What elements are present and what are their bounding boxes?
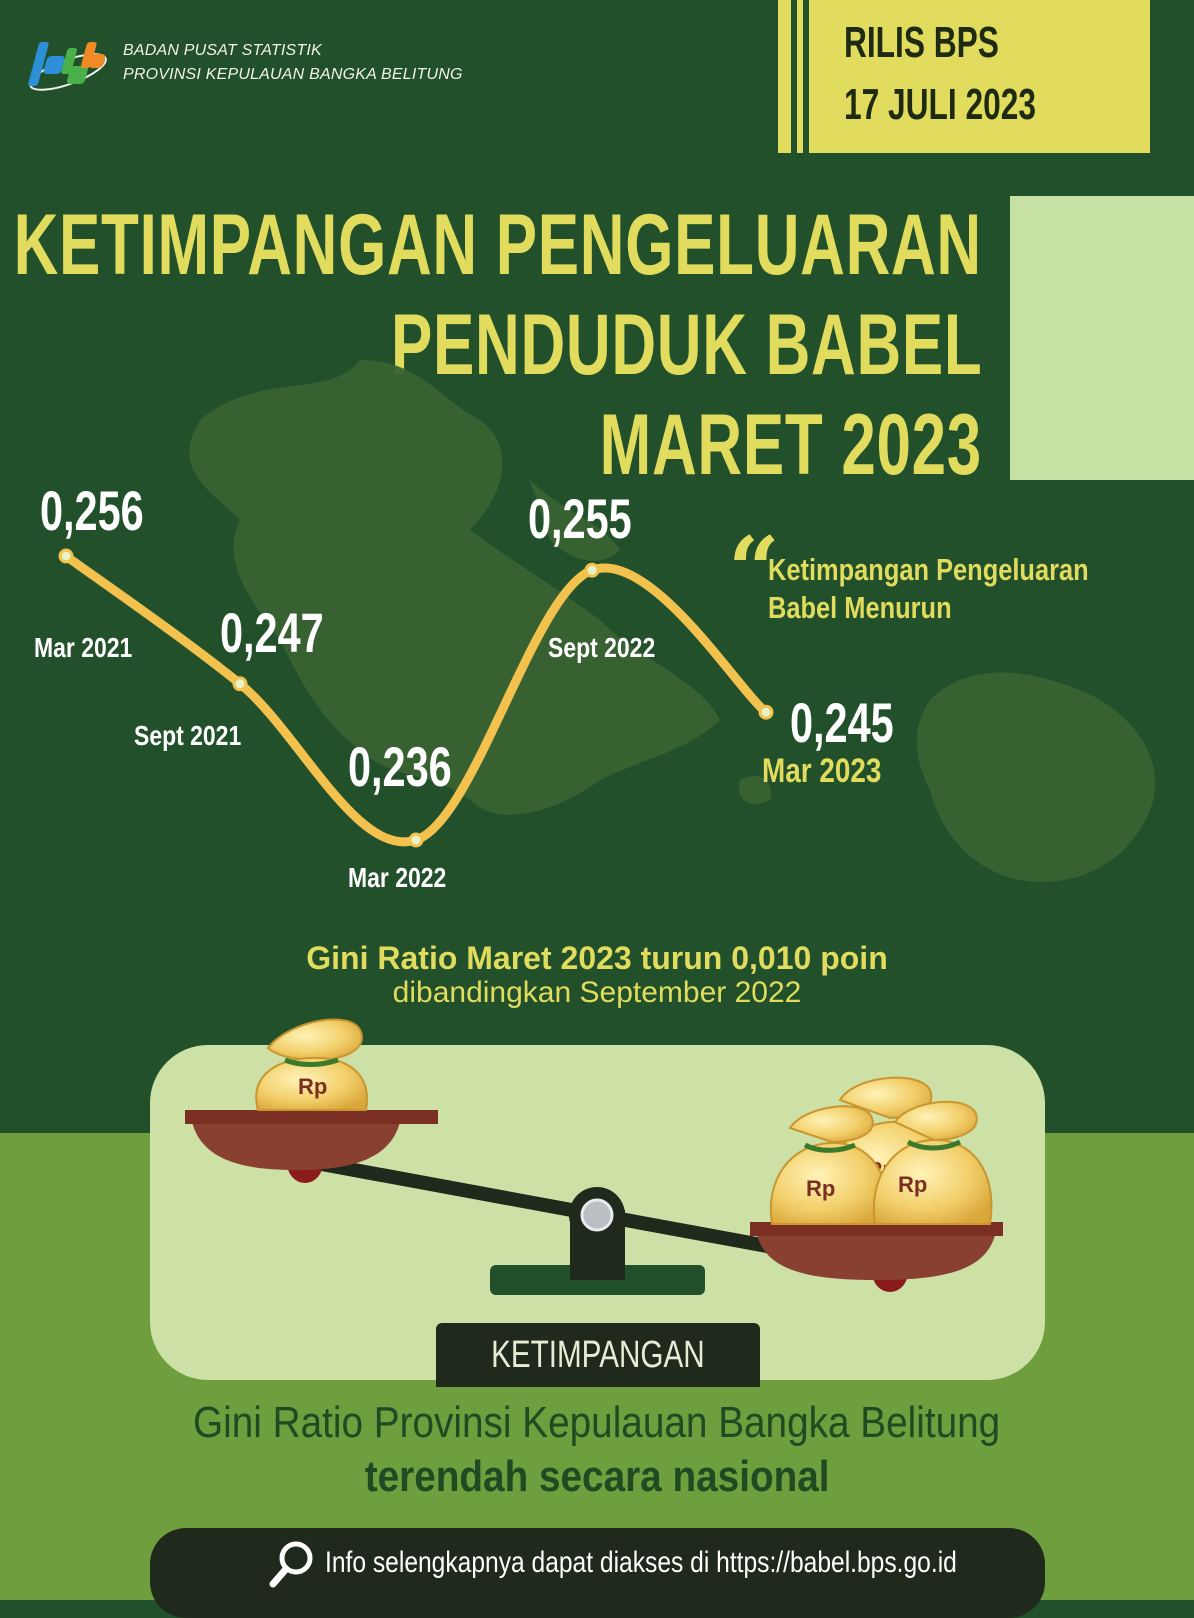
release-badge: RILIS BPS 17 JULI 2023 (778, 0, 1150, 153)
inequality-label: KETIMPANGAN (491, 1334, 705, 1376)
data-point-mar-2022 (408, 832, 424, 848)
category-label-sept-2022: Sept 2022 (548, 632, 656, 663)
money-bag-right-front: Rp (872, 1100, 993, 1225)
data-point-mar-2021 (58, 548, 74, 564)
value-label-sept-2021: 0,247 (220, 601, 324, 664)
bag-label-right-left: Rp (806, 1176, 835, 1201)
quote-line-2: Babel Menurun (768, 590, 952, 625)
money-bag-right-left: Rp (769, 1105, 889, 1225)
search-icon (269, 1541, 313, 1588)
category-label-mar-2021: Mar 2021 (34, 632, 133, 663)
gini-lowest-statement: terendah secara nasional (364, 1452, 830, 1501)
release-date: 17 JULI 2023 (844, 80, 1036, 129)
money-bag-left: Rp (255, 1018, 368, 1111)
data-point-sept-2021 (232, 676, 248, 692)
title-line-3: MARET 2023 (599, 397, 982, 493)
bps-logo (28, 42, 107, 91)
category-label-mar-2023: Mar 2023 (762, 752, 882, 790)
value-label-mar-2022: 0,236 (348, 735, 452, 798)
title-accent-panel (1010, 196, 1194, 480)
title-line-1: KETIMPANGAN PENGELUARAN (13, 197, 982, 293)
island-map (189, 360, 1156, 882)
gini-change-summary: Gini Ratio Maret 2023 turun 0,010 poin (306, 940, 888, 976)
inequality-label-box (436, 1323, 760, 1387)
value-label-mar-2023: 0,245 (790, 691, 894, 754)
balance-scale-illustration: Rp Rp Rp Rp (185, 1018, 1003, 1295)
title-line-2: PENDUDUK BABEL (390, 297, 982, 393)
category-label-sept-2021: Sept 2021 (134, 720, 242, 751)
footer-link-text[interactable]: Info selengkapnya dapat diakses di https… (325, 1546, 957, 1579)
gini-series-line (61, 551, 771, 847)
org-province: PROVINSI KEPULAUAN BANGKA BELITUNG (123, 66, 463, 83)
gini-line-chart (58, 360, 1156, 882)
value-label-mar-2021: 0,256 (40, 479, 144, 542)
category-label-mar-2022: Mar 2022 (348, 862, 447, 893)
bag-label-right-front: Rp (898, 1172, 927, 1197)
release-label: RILIS BPS (844, 18, 999, 67)
data-point-sept-2022 (584, 562, 600, 578)
value-label-sept-2022: 0,255 (528, 487, 632, 550)
data-point-mar-2023 (758, 704, 774, 720)
quote-line-1: Ketimpangan Pengeluaran (768, 552, 1089, 587)
quote-mark: “ (728, 517, 780, 623)
bag-label-left: Rp (298, 1074, 327, 1099)
gini-province-statement: Gini Ratio Provinsi Kepulauan Bangka Bel… (193, 1398, 1001, 1447)
gini-comparison-note: dibandingkan September 2022 (392, 976, 802, 1009)
org-name: BADAN PUSAT STATISTIK (123, 42, 322, 59)
